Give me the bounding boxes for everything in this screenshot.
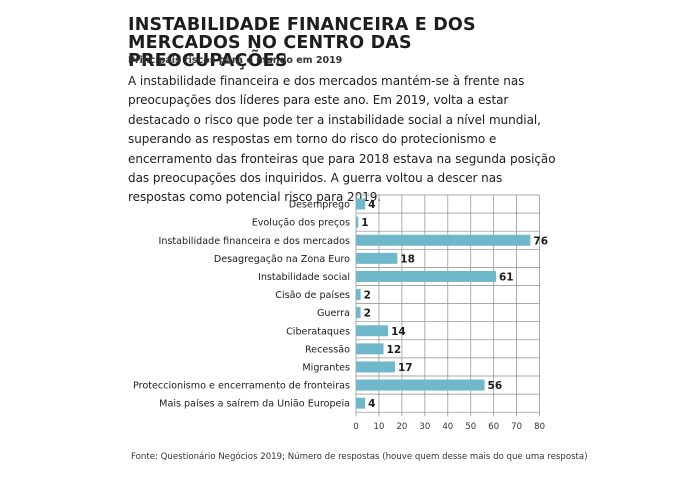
x-tick-label: 20 <box>396 422 407 432</box>
x-tick-label: 30 <box>419 422 430 432</box>
x-tick-label: 50 <box>465 422 476 432</box>
category-label: Instabilidade financeira e dos mercados <box>159 236 351 247</box>
category-label: Cisão de países <box>275 289 350 301</box>
grid-layer <box>355 194 540 417</box>
bar <box>356 252 398 264</box>
bar <box>356 343 384 355</box>
bar <box>356 379 485 391</box>
source-note: Fonte: Questionário Negócios 2019; Númer… <box>131 452 588 462</box>
value-label: 1 <box>361 217 368 229</box>
bars-layer <box>356 198 531 409</box>
category-label: Proteccionismo e encerramento de frontei… <box>133 381 350 392</box>
lead-paragraph: A instabilidade financeira e dos mercado… <box>128 74 556 205</box>
value-label: 4 <box>368 199 375 211</box>
chart-title: INSTABILIDADE FINANCEIRA E DOS MERCADOS … <box>128 15 476 71</box>
bar <box>356 198 366 210</box>
category-label: Migrantes <box>302 362 350 373</box>
category-label: Recessão <box>305 344 350 355</box>
value-label: 56 <box>488 380 503 392</box>
bar <box>356 270 496 282</box>
bar <box>356 289 361 301</box>
value-label: 18 <box>400 253 415 265</box>
value-label: 76 <box>533 235 548 247</box>
value-label: 4 <box>368 398 375 410</box>
value-label: 2 <box>364 308 371 320</box>
x-tick-label: 80 <box>534 422 545 432</box>
bar <box>356 307 361 319</box>
value-label: 14 <box>391 326 406 338</box>
bar <box>356 216 359 228</box>
category-label: Guerra <box>317 308 350 319</box>
x-tick-label: 10 <box>374 422 385 432</box>
bar <box>356 361 396 373</box>
chart-subtitle: Principais riscos para o mundo em 2019 <box>128 55 343 66</box>
value-label: 17 <box>398 362 413 374</box>
x-tick-label: 40 <box>442 422 453 432</box>
category-label: Ciberataques <box>286 326 350 337</box>
bar <box>356 234 531 246</box>
category-label: Mais países a saírem da União Europeia <box>159 398 350 410</box>
x-tick-label: 70 <box>511 422 522 432</box>
labels-layer: Desemprego 4 Evolução dos preços 1 Instabili… <box>133 199 548 410</box>
value-label: 12 <box>387 344 402 356</box>
category-label: Desagregação na Zona Euro <box>214 254 350 265</box>
x-tick-label: 0 <box>353 422 358 432</box>
x-tick-label: 60 <box>488 422 499 432</box>
value-label: 2 <box>364 290 371 302</box>
category-label: Evolução dos preços <box>252 218 350 229</box>
category-label: Instabilidade social <box>258 272 350 283</box>
category-label: Desemprego <box>289 200 350 211</box>
x-axis-ticks: 0 10 20 30 40 50 60 70 80 <box>353 422 545 432</box>
bar <box>356 325 389 337</box>
bar <box>356 397 366 409</box>
value-label: 61 <box>499 271 514 283</box>
